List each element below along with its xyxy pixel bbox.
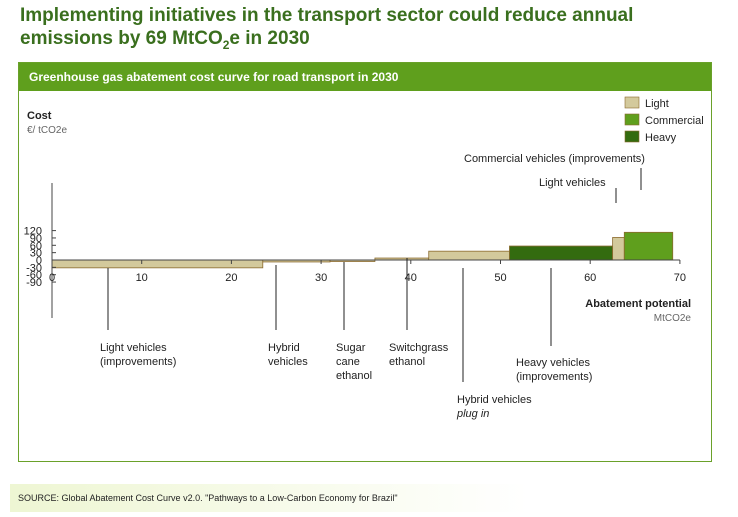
annotation-switchgrass-ethanol-line-1: Switchgrass [389, 342, 449, 354]
chart-title: Greenhouse gas abatement cost curve for … [19, 63, 711, 91]
y-tick-label-60: 60 [30, 240, 42, 252]
bar-5 [428, 250, 510, 261]
x-axis-unit: MtCO2e [654, 313, 692, 324]
legend-swatch-heavy [624, 130, 640, 143]
legend-swatch-light [624, 96, 640, 109]
x-tick-label-60: 60 [584, 272, 596, 284]
annotation-hybrid-vehicles-line-2: vehicles [268, 356, 308, 368]
legend-swatch-commercial [624, 113, 640, 126]
y-tick-label-30: 30 [30, 248, 42, 260]
annotation-heavy-vehicles-improvements-line-2: (improvements) [516, 371, 592, 383]
headline-line-2-post: e in 2030 [229, 28, 310, 49]
annotation-light-vehicles-improvements-line-2: (improvements) [100, 356, 176, 368]
headline-line-2-pre: emissions by 69 MtCO [20, 28, 223, 49]
annotation-sugar-cane-ethanol-line-3: ethanol [336, 370, 372, 382]
y-tick-label-120: 120 [24, 226, 42, 238]
x-axis-title: Abatement potential [585, 298, 691, 310]
x-tick-label-40: 40 [405, 272, 417, 284]
bar-6 [509, 245, 614, 261]
headline-line-2-sub: 2 [222, 37, 230, 52]
headline: Implementing initiatives in the transpor… [20, 4, 720, 57]
source-note: SOURCE: Global Abatement Cost Curve v2.0… [10, 484, 528, 512]
annotation-commercial-vehicles-improvements: Commercial vehicles (improvements) [464, 153, 645, 165]
x-tick-label-70: 70 [674, 272, 686, 284]
y-tick-label--30: -30 [26, 262, 42, 274]
annotation-hybrid-vehicles-plug-in-line-2: plug in [456, 408, 489, 420]
annotation-light-vehicles-top: Light vehicles [539, 177, 606, 189]
annotation-light-vehicles-improvements-line-1: Light vehicles [100, 342, 167, 354]
annotation-sugar-cane-ethanol-line-2: cane [336, 356, 360, 368]
y-tick-label--90: -90 [26, 277, 42, 289]
annotation-sugar-cane-ethanol-line-1: Sugar [336, 342, 366, 354]
legend-label-commercial: Commercial [645, 115, 704, 127]
y-axis-unit: €/ tCO2e [27, 125, 67, 136]
annotation-heavy-vehicles-improvements-line-1: Heavy vehicles [516, 357, 590, 369]
x-tick-label-0: 0 [49, 272, 55, 284]
legend-label-heavy: Heavy [645, 132, 677, 144]
y-tick-label-0: 0 [36, 255, 42, 267]
y-axis-title: Cost [27, 110, 52, 122]
bar-7 [612, 237, 625, 261]
annotation-switchgrass-ethanol-line-2: ethanol [389, 356, 425, 368]
x-tick-label-50: 50 [494, 272, 506, 284]
annotation-hybrid-vehicles-line-1: Hybrid [268, 342, 300, 354]
x-tick-label-30: 30 [315, 272, 327, 284]
x-tick-label-10: 10 [136, 272, 148, 284]
legend-label-light: Light [645, 98, 669, 110]
headline-line-2: emissions by 69 MtCO2e in 2030 [20, 27, 720, 57]
y-tick-label-90: 90 [30, 233, 42, 245]
y-tick-label--60: -60 [26, 270, 42, 282]
bar-8 [623, 231, 674, 261]
x-tick-label-20: 20 [225, 272, 237, 284]
headline-line-1: Implementing initiatives in the transpor… [20, 5, 634, 26]
annotation-hybrid-vehicles-plug-in-line-1: Hybrid vehicles [457, 394, 532, 406]
